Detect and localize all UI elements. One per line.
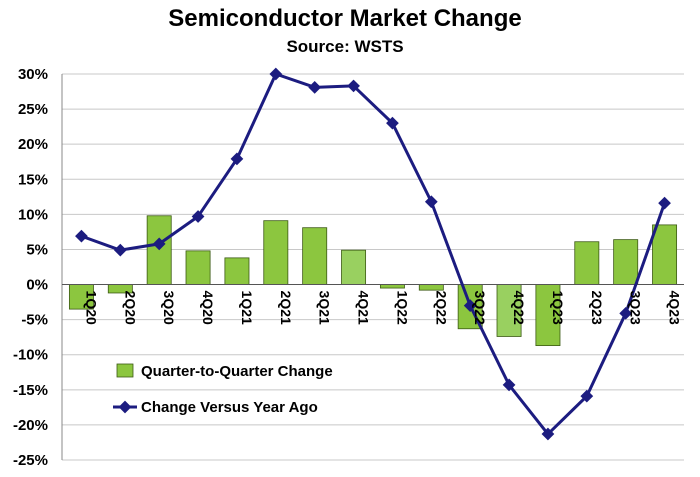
chart-subtitle: Source: WSTS (286, 37, 403, 56)
point-3Q20 (152, 237, 166, 251)
bar-2Q21 (263, 220, 289, 285)
x-tick-label: 4Q21 (356, 291, 372, 325)
bar-1Q20 (68, 284, 94, 310)
point-2Q21 (269, 67, 283, 81)
chart-title: Semiconductor Market Change (168, 5, 521, 32)
bar-4Q22 (496, 284, 522, 337)
x-tick-label: 1Q22 (394, 291, 410, 325)
y-tick-label: 15% (18, 171, 48, 188)
y-tick-label: -25% (13, 452, 48, 469)
y-tick-label: 5% (26, 241, 48, 258)
bar-2Q23 (574, 241, 600, 285)
y-axis-ticks: 30% 25% 20% 15% 10% 5% 0% -5% -10% -15% -20% -25% (13, 66, 48, 469)
bar-3Q23 (613, 239, 639, 285)
x-tick-label: 4Q23 (667, 291, 683, 325)
legend: Quarter-to-Quarter Change Change Versus … (113, 363, 333, 416)
x-tick-label: 3Q20 (161, 291, 177, 325)
point-3Q22 (463, 299, 477, 312)
y-tick-label: 0% (26, 277, 48, 294)
y-tick-label: -15% (13, 382, 48, 399)
point-4Q20 (191, 210, 205, 223)
x-tick-label: 1Q21 (239, 291, 255, 325)
x-tick-label: 3Q21 (317, 291, 333, 325)
yoy-line (80, 72, 666, 436)
bar-series (68, 215, 678, 347)
bar-1Q21 (224, 257, 250, 285)
x-tick-label: 3Q22 (472, 291, 488, 325)
bar-2Q22 (418, 284, 444, 291)
bar-4Q21 (341, 249, 367, 285)
x-tick-label: 2Q22 (433, 291, 449, 325)
x-tick-label: 4Q22 (511, 291, 527, 325)
y-tick-label: 10% (18, 206, 48, 223)
point-1Q20 (75, 229, 88, 243)
point-3Q21 (308, 80, 322, 94)
legend-swatch-bar (116, 363, 134, 378)
bar-4Q20 (185, 250, 211, 285)
y-tick-label: 20% (18, 136, 48, 153)
point-1Q22 (386, 116, 399, 130)
y-tick-label: -10% (13, 347, 48, 364)
bar-1Q23 (535, 284, 561, 347)
x-tick-label: 2Q20 (122, 291, 138, 325)
point-2Q22 (424, 195, 438, 209)
bar-1Q22 (379, 284, 405, 289)
x-tick-label: 4Q20 (200, 291, 216, 325)
x-tick-label: 1Q23 (550, 291, 566, 325)
y-tick-label: -5% (21, 312, 48, 329)
x-tick-label: 3Q23 (628, 291, 644, 325)
legend-marker-line (118, 400, 132, 414)
x-tick-label: 1Q20 (83, 291, 99, 325)
y-tick-label: 30% (18, 66, 48, 83)
x-tick-label: 2Q23 (589, 291, 605, 325)
y-tick-label: 25% (18, 101, 48, 118)
bar-3Q21 (302, 227, 328, 285)
y-tick-label: -20% (13, 417, 48, 434)
bar-4Q23 (652, 224, 678, 285)
point-1Q21 (230, 152, 244, 166)
point-2Q20 (113, 243, 127, 257)
legend-label-bar: Quarter-to-Quarter Change (141, 363, 333, 380)
point-4Q21 (347, 79, 360, 93)
legend-label-line: Change Versus Year Ago (141, 399, 318, 416)
x-axis-categories: 1Q20 2Q20 3Q20 4Q20 1Q21 2Q21 3Q21 4Q21 1Q22 2Q22… (83, 291, 682, 325)
x-tick-label: 2Q21 (278, 291, 294, 325)
